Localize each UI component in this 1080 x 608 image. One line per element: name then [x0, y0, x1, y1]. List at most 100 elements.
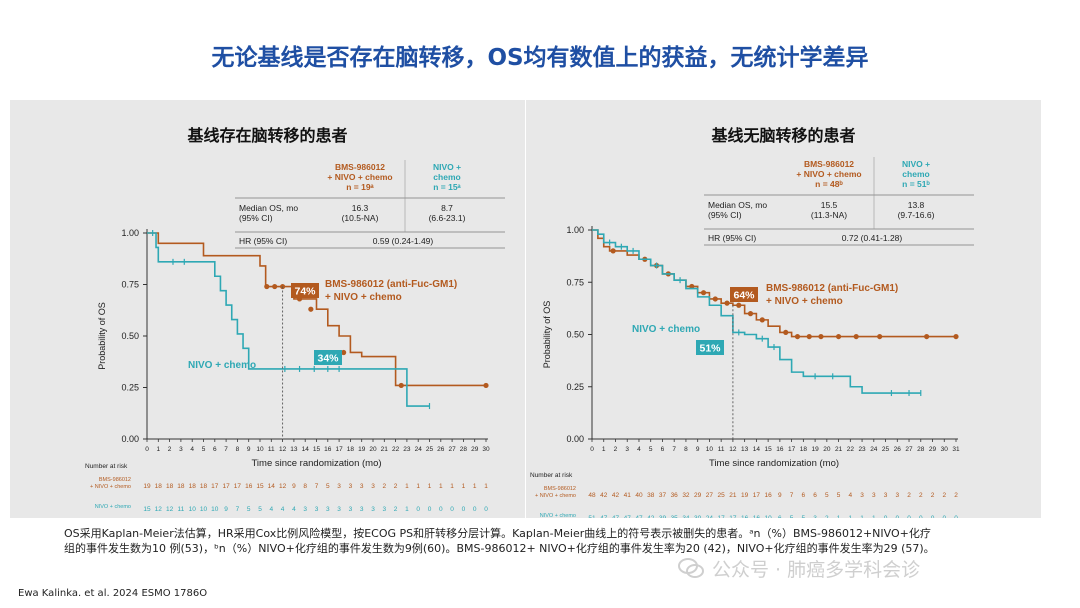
at-risk-count-nivo: 47 [600, 515, 608, 518]
x-tick-label: 5 [649, 446, 653, 453]
y-tick-label: 1.00 [121, 228, 139, 238]
footnote: OS采用Kaplan-Meier法估算，HR采用Cox比例风险模型，按ECOG … [64, 526, 944, 556]
at-risk-count-nivo: 0 [884, 515, 888, 518]
at-risk-count-bms: 7 [315, 483, 319, 490]
x-tick-label: 19 [358, 446, 366, 453]
at-risk-count-bms: 9 [778, 492, 782, 499]
at-risk-count-bms: 36 [671, 492, 679, 499]
citation: Ewa Kalinka. et al. 2024 ESMO 1786O [18, 588, 208, 599]
at-risk-count-nivo: 12 [155, 506, 163, 513]
at-risk-count-bms: 48 [588, 492, 596, 499]
median-os-label: (95% CI) [708, 210, 742, 220]
at-risk-count-nivo: 6 [778, 515, 782, 518]
at-risk-count-nivo: 47 [624, 515, 632, 518]
x-tick-label: 17 [335, 446, 343, 453]
x-tick-label: 8 [684, 446, 688, 453]
table-header-nivo: n = 51ᵇ [902, 179, 930, 189]
at-risk-count-nivo: 3 [813, 515, 817, 518]
landmark-badge-bms [291, 283, 319, 298]
at-risk-count-bms: 5 [326, 483, 330, 490]
censor-mark-bms [953, 333, 959, 340]
x-tick-label: 0 [590, 446, 594, 453]
at-risk-count-bms: 27 [706, 492, 714, 499]
at-risk-count-bms: 18 [200, 483, 208, 490]
x-tick-label: 7 [672, 446, 676, 453]
km-curve-nivo [147, 232, 430, 407]
x-tick-label: 30 [941, 446, 949, 453]
x-tick-label: 2 [168, 446, 172, 453]
x-tick-label: 28 [460, 446, 468, 453]
x-tick-label: 23 [403, 446, 411, 453]
at-risk-header: Number at risk [530, 472, 573, 479]
table-header-bms: n = 48ᵇ [815, 179, 843, 189]
at-risk-count-nivo: 0 [895, 515, 899, 518]
median-os-nivo: 13.8 [908, 200, 925, 210]
x-tick-label: 20 [369, 446, 377, 453]
at-risk-count-bms: 15 [256, 483, 264, 490]
at-risk-count-bms: 5 [825, 492, 829, 499]
at-risk-count-nivo: 9 [224, 506, 228, 513]
at-risk-count-bms: 2 [919, 492, 923, 499]
x-tick-label: 12 [279, 446, 287, 453]
at-risk-count-bms: 14 [268, 483, 276, 490]
hr-label: HR (95% CI) [708, 233, 756, 243]
at-risk-count-nivo: 10 [189, 506, 197, 513]
x-tick-label: 10 [256, 446, 264, 453]
x-tick-label: 3 [625, 446, 629, 453]
x-tick-label: 9 [696, 446, 700, 453]
at-risk-label-nivo: NIVO + chemo [95, 504, 131, 510]
at-risk-count-bms: 38 [647, 492, 655, 499]
censor-mark-bms [700, 290, 707, 296]
km-curve-bms [147, 232, 486, 387]
x-tick-label: 16 [776, 446, 784, 453]
at-risk-count-nivo: 0 [462, 506, 466, 513]
at-risk-count-nivo: 17 [718, 515, 726, 518]
at-risk-count-nivo: 5 [258, 506, 262, 513]
at-risk-count-nivo: 2 [825, 515, 829, 518]
censor-mark-bms [877, 333, 883, 340]
x-tick-label: 11 [268, 446, 275, 453]
x-tick-label: 23 [858, 446, 866, 453]
censor-mark-bms [264, 283, 270, 290]
chart-panel-brain-metastases: 基线存在脑转移的患者 BMS-986012 + NIVO + chemo n = 1… [10, 100, 525, 518]
chart-panel-no-brain-metastases: 基线无脑转移的患者 BMS-986012 + NIVO + chemo n = 48… [526, 100, 1041, 518]
at-risk-count-nivo: 0 [450, 506, 454, 513]
at-risk-count-nivo: 3 [303, 506, 307, 513]
censor-mark-bms [853, 333, 859, 340]
at-risk-count-bms: 8 [303, 483, 307, 490]
at-risk-count-nivo: 17 [729, 515, 737, 518]
at-risk-count-bms: 17 [222, 483, 230, 490]
page-title: 无论基线是否存在脑转移，OS均有数值上的获益，无统计学差异 [211, 45, 869, 71]
at-risk-count-bms: 42 [612, 492, 620, 499]
censor-mark-bms [783, 329, 789, 336]
median-os-bms: 16.3 [352, 203, 369, 213]
at-risk-count-bms: 17 [211, 483, 219, 490]
at-risk-count-bms: 2 [942, 492, 946, 499]
series-label-bms: BMS-986012 (anti-Fuc-GM1) [325, 279, 457, 290]
censor-mark-bms [818, 333, 824, 340]
at-risk-count-nivo: 7 [236, 506, 240, 513]
at-risk-count-bms: 17 [234, 483, 242, 490]
at-risk-count-nivo: 4 [281, 506, 285, 513]
x-axis-label: Time since randomization (mo) [709, 458, 839, 469]
at-risk-count-nivo: 1 [405, 506, 409, 513]
landmark-value-nivo: 51% [699, 343, 721, 355]
at-risk-count-nivo: 0 [919, 515, 923, 518]
table-header-nivo: NIVO + [902, 159, 930, 169]
at-risk-count-bms: 19 [741, 492, 749, 499]
at-risk-count-bms: 37 [659, 492, 667, 499]
y-tick-label: 0.25 [121, 383, 139, 393]
at-risk-count-bms: 1 [405, 483, 409, 490]
at-risk-count-nivo: 16 [753, 515, 761, 518]
at-risk-count-bms: 1 [450, 483, 454, 490]
series-label-nivo: NIVO + chemo [188, 360, 256, 371]
at-risk-count-nivo: 34 [682, 515, 690, 518]
watermark: 公众号 · 肺癌多学科会诊 [678, 552, 1070, 584]
at-risk-count-nivo: 10 [211, 506, 219, 513]
series-label-bms: + NIVO + chemo [325, 292, 402, 303]
y-axis-label: Probability of OS [542, 301, 552, 369]
x-tick-label: 22 [847, 446, 855, 453]
at-risk-count-nivo: 1 [872, 515, 876, 518]
x-tick-label: 10 [706, 446, 714, 453]
